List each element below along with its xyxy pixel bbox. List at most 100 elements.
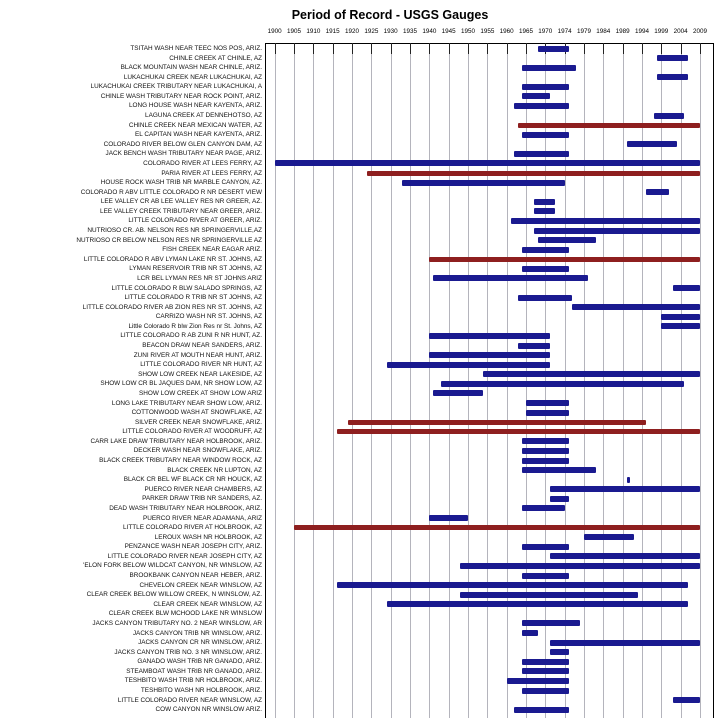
record-bar xyxy=(522,246,569,253)
record-bar xyxy=(460,591,639,598)
record-bar xyxy=(522,543,569,550)
record-bar xyxy=(386,361,551,368)
x-gridline xyxy=(313,43,315,718)
row-label: PUERCO RIVER NEAR CHAMBERS, AZ xyxy=(144,485,262,493)
record-bar xyxy=(626,141,677,148)
row-label: LITTLE COLORADO R TRIB NR ST JOHNS, AZ xyxy=(124,294,262,302)
record-bar xyxy=(533,198,555,205)
record-bar xyxy=(522,93,551,100)
x-gridline xyxy=(506,43,508,718)
row-label: Little Colorado R blw Zion Res nr St. Jo… xyxy=(128,322,262,330)
row-label: LONG HOUSE WASH NEAR KAYENTA, ARIZ. xyxy=(128,102,262,110)
row-label: PUERCO RIVER NEAR ADAMANA, ARIZ xyxy=(143,514,262,522)
record-bar xyxy=(518,342,551,349)
record-bar xyxy=(533,208,555,215)
row-label: PARIA RIVER AT LEES FERRY, AZ xyxy=(161,169,262,177)
x-axis-tick-label: 1905 xyxy=(287,28,302,35)
x-axis-tick-label: 1960 xyxy=(499,28,514,35)
row-label: LITTLE COLORADO R AB ZUNI R NR HUNT, AZ. xyxy=(120,332,262,340)
record-bar xyxy=(518,294,573,301)
record-bar xyxy=(348,419,646,425)
record-bar xyxy=(506,677,569,684)
row-label: ZUNI RIVER AT MOUTH NEAR HUNT, ARIZ. xyxy=(133,351,262,359)
x-gridline xyxy=(525,43,527,718)
row-label: LITTLE COLORADO RIVER AT WOODRUFF, AZ xyxy=(122,428,262,436)
record-bar xyxy=(550,495,569,502)
record-bar xyxy=(402,179,565,186)
x-gridline xyxy=(410,43,411,718)
record-bar xyxy=(537,45,569,52)
row-label: LITTLE COLORADO RIVER AB ZION RES NR ST.… xyxy=(82,303,262,311)
x-axis-tick-label: 1984 xyxy=(596,28,611,35)
row-label: LITTLE COLORADO RIVER NR HUNT, AZ xyxy=(140,361,262,369)
record-bar xyxy=(522,630,538,637)
row-label: BLACK CREEK TRIBUTARY NEAR WINDOW ROCK, … xyxy=(99,457,262,465)
x-tick xyxy=(661,43,663,54)
record-bar xyxy=(525,409,569,416)
row-label: COTTONWOOD WASH AT SNOWFLAKE, AZ xyxy=(131,409,262,417)
x-gridline xyxy=(622,43,624,718)
record-bar xyxy=(661,323,700,330)
x-axis-tick-label: 1930 xyxy=(383,28,398,35)
record-bar xyxy=(525,400,569,407)
row-label: LONG LAKE TRIBUTARY NEAR SHOW LOW, ARIZ. xyxy=(111,399,262,407)
x-gridline xyxy=(448,43,450,718)
x-gridline xyxy=(294,43,296,718)
x-gridline xyxy=(583,43,585,718)
row-label: JACKS CANYON TRIBUTARY NO. 2 NEAR WINSLO… xyxy=(92,619,262,627)
row-label: JACKS CANYON CR NR WINSLOW, ARIZ. xyxy=(138,639,262,647)
x-axis-tick-label: 1900 xyxy=(267,28,282,35)
x-tick xyxy=(410,43,411,54)
record-bar xyxy=(533,227,700,234)
x-tick xyxy=(680,43,682,54)
row-label: LUKACHUKAI CREEK TRIBUTARY NEAR LUKACHUK… xyxy=(90,83,262,91)
x-gridline xyxy=(680,43,682,718)
row-label: JACKS CANYON TRIB NR WINSLOW, ARIZ. xyxy=(132,629,262,637)
row-label: LYMAN RESERVOIR TRIB NR ST JOHNS, AZ xyxy=(129,265,262,273)
record-bar xyxy=(550,649,569,656)
row-label: LAGUNA CREEK AT DENNEHOTSO, AZ xyxy=(145,112,262,120)
row-label: LEE VALLEY CREEK TRIBUTARY NEAR GREER, A… xyxy=(100,207,262,215)
record-bar xyxy=(522,505,565,512)
x-axis-tick-label: 1915 xyxy=(325,28,340,35)
row-label: 'ELON FORK BELOW WILDCAT CANYON, NR WINS… xyxy=(83,562,262,570)
x-tick xyxy=(332,43,334,54)
row-label: FISH CREEK NEAR EAGAR ARIZ. xyxy=(162,246,262,254)
record-bar xyxy=(510,217,700,224)
x-gridline xyxy=(564,43,566,718)
row-label: JACKS CANYON TRIB NO. 3 NR WINSLOW, ARIZ… xyxy=(114,648,262,656)
record-bar xyxy=(522,64,577,71)
x-axis-tick-label: 1925 xyxy=(364,28,379,35)
x-gridline xyxy=(390,43,392,718)
record-bar xyxy=(522,687,569,694)
record-bar xyxy=(514,706,569,713)
row-label: SHOW LOW CREEK AT SHOW LOW ARIZ xyxy=(139,389,262,397)
x-tick xyxy=(641,43,643,54)
x-tick xyxy=(429,43,431,54)
x-axis-tick-label: 2004 xyxy=(673,28,688,35)
row-label: NUTRIOSO CR BELOW NELSON RES NR SPRINGER… xyxy=(76,236,262,244)
x-axis-tick-label: 1910 xyxy=(306,28,321,35)
row-label: NUTRIOSO CR. AB. NELSON RES NR SPRINGERV… xyxy=(87,227,262,235)
x-axis-tick-label: 1945 xyxy=(441,28,456,35)
row-label: COLORADO R ABV LITTLE COLORADO R NR DESE… xyxy=(80,188,262,196)
row-label: BEACON DRAW NEAR SANDERS, ARIZ. xyxy=(142,342,262,350)
row-label: CARR LAKE DRAW TRIBUTARY NEAR HOLBROOK, … xyxy=(90,437,262,445)
row-label: COW CANYON NR WINSLOW ARIZ. xyxy=(155,706,262,714)
y-axis-line xyxy=(265,43,266,718)
row-label: TESHBITO WASH TRIB NR HOLBROOK, ARIZ. xyxy=(124,677,262,685)
x-axis-tick-label: 1940 xyxy=(422,28,437,35)
x-gridline xyxy=(429,43,431,718)
record-bar xyxy=(336,429,700,435)
record-bar xyxy=(522,265,569,272)
record-bar xyxy=(672,697,700,704)
row-label: TSITAH WASH NEAR TEEC NOS POS, ARIZ. xyxy=(130,45,262,52)
record-bar xyxy=(522,457,569,464)
x-tick xyxy=(583,43,585,54)
plot-top-border xyxy=(265,43,713,44)
row-label: COLORADO RIVER AT LEES FERRY, AZ xyxy=(143,159,262,167)
record-bar xyxy=(518,122,700,128)
x-gridline xyxy=(603,43,605,718)
x-gridline xyxy=(699,43,701,718)
